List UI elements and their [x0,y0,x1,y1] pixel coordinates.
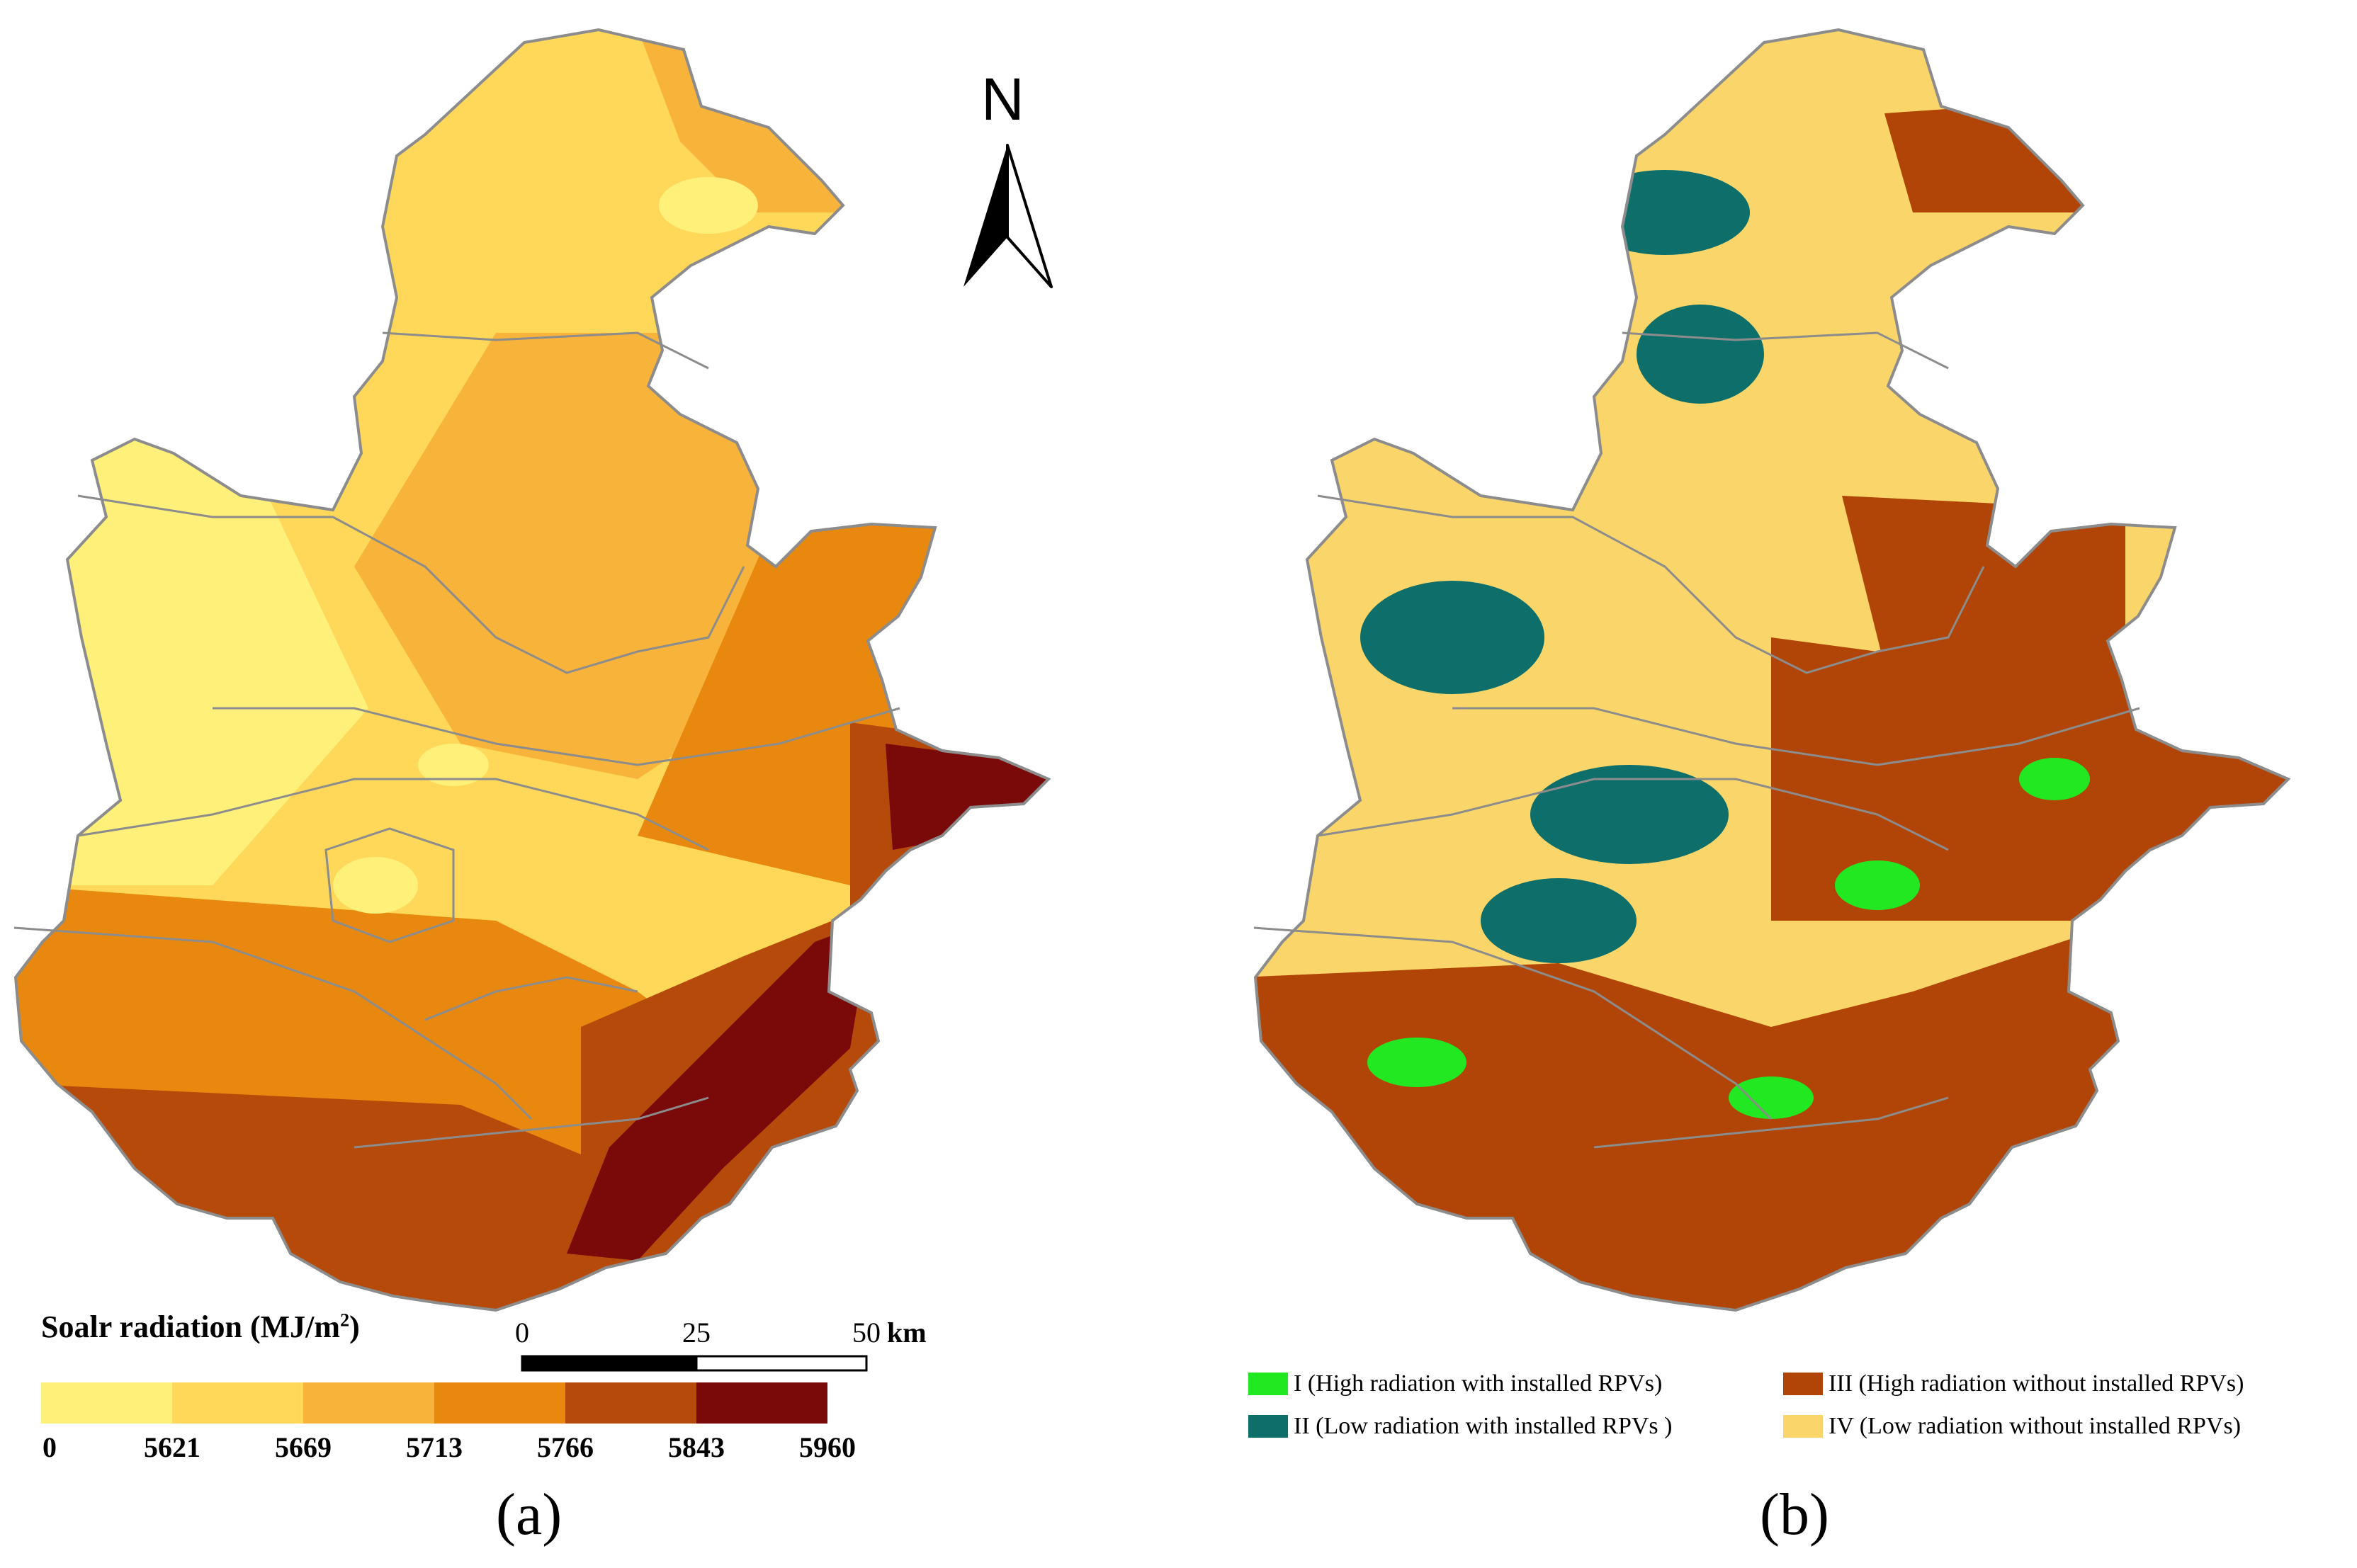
legend-tick-label: 0 [43,1431,57,1463]
legend-swatch [1783,1415,1823,1438]
north-label: N [981,66,1024,132]
legend-item-label: II (Low radiation with installed RPVs ) [1294,1413,1673,1439]
panel-label-b: (b) [1760,1482,1829,1547]
classification-legend-item: II (Low radiation with installed RPVs ) [1248,1413,1672,1440]
legend-tick-label: 5669 [275,1431,332,1463]
legend-tick-label: 5621 [144,1431,200,1463]
scale-bar-label: 0 [515,1317,529,1348]
legend-item-label: IV (Low radiation without installed RPVs… [1828,1413,2242,1439]
legend-tick-label: 5843 [668,1431,725,1463]
legend-class-swatch [172,1382,303,1424]
classification-legend-item: I (High radiation with installed RPVs) [1248,1370,1662,1397]
panel-label-a: (a) [496,1482,563,1547]
legend-class-swatch [303,1382,434,1424]
classification-legend-item: III (High radiation without installed RP… [1783,1370,2244,1397]
scale-bar-label: 50 [852,1317,881,1348]
radiation-map [13,28,1050,1312]
legend-swatch [1248,1415,1288,1438]
legend-class-swatch [41,1382,172,1424]
legend-class-swatch [696,1382,827,1424]
legend-item-label: III (High radiation without installed RP… [1828,1370,2244,1397]
legend-class-swatch [565,1382,696,1424]
scale-unit: km [887,1317,927,1348]
scale-bar-label: 25 [682,1317,711,1348]
classification-map [1253,28,2290,1312]
legend-tick-label: 5713 [406,1431,463,1463]
radiation-legend-bar [41,1382,827,1424]
legend-class-swatch [434,1382,565,1424]
scale-bar [521,1355,868,1372]
north-arrow-icon [963,144,1053,288]
radiation-legend-title: Soalr radiation (MJ/m2) [41,1309,360,1344]
legend-item-label: I (High radiation with installed RPVs) [1294,1370,1663,1397]
legend-tick-label: 5960 [799,1431,856,1463]
legend-swatch [1248,1373,1288,1395]
legend-tick-label: 5766 [537,1431,594,1463]
classification-legend-item: IV (Low radiation without installed RPVs… [1783,1413,2241,1440]
legend-swatch [1783,1373,1823,1395]
